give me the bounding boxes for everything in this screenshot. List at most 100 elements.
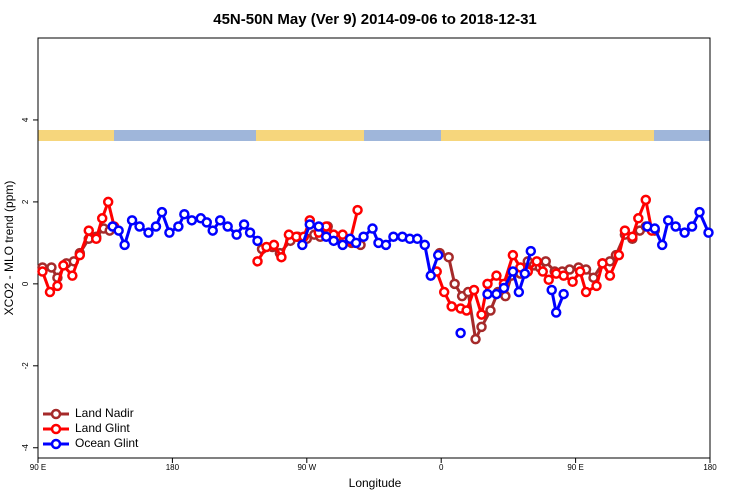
data-point	[500, 290, 511, 302]
data-point	[276, 251, 287, 263]
data-point	[470, 333, 481, 345]
data-point	[446, 301, 457, 312]
data-point	[67, 270, 78, 281]
data-point	[74, 249, 86, 261]
data-point	[207, 225, 218, 236]
data-point	[52, 280, 63, 292]
data-point	[567, 276, 578, 288]
data-point	[525, 245, 537, 257]
data-point	[337, 239, 348, 251]
data-point	[244, 227, 256, 238]
data-point	[546, 284, 557, 296]
data-point	[455, 327, 466, 339]
data-point	[476, 321, 487, 333]
data-point	[90, 233, 102, 245]
data-point	[580, 286, 592, 298]
legend-label: Land Glint	[75, 421, 130, 435]
data-point	[328, 235, 339, 247]
data-point	[186, 215, 198, 226]
x-axis-label: Longitude	[349, 476, 402, 490]
data-point	[238, 219, 250, 230]
y-tick-label: -4	[21, 444, 30, 452]
y-tick-label: 4	[21, 117, 30, 122]
data-point	[703, 227, 714, 238]
land-band	[256, 130, 364, 141]
data-point	[482, 288, 493, 300]
legend-marker	[50, 408, 62, 420]
data-point	[491, 288, 502, 300]
data-point	[604, 270, 616, 281]
land-ocean-band	[38, 130, 710, 141]
data-point	[482, 278, 493, 290]
data-point	[156, 206, 168, 218]
data-point	[438, 286, 450, 298]
data-point	[231, 229, 242, 240]
data-point	[574, 266, 586, 277]
ocean-band	[38, 130, 710, 141]
data-point	[96, 213, 108, 224]
legend-label: Land Nadir	[75, 406, 134, 420]
data-point	[432, 249, 444, 261]
data-point	[540, 256, 551, 267]
data-point	[531, 256, 543, 267]
y-axis-label: XCO2 - MLO trend (ppm)	[2, 181, 16, 316]
data-point	[491, 270, 502, 281]
data-point	[694, 206, 705, 218]
y-tick-label: 2	[21, 199, 30, 204]
x-tick-label: 0	[439, 463, 444, 472]
data-point	[558, 270, 569, 281]
data-point	[468, 284, 480, 296]
data-point	[352, 204, 363, 216]
land-band	[38, 130, 114, 141]
data-point	[388, 231, 399, 242]
data-point	[44, 286, 56, 298]
data-point	[313, 221, 324, 232]
data-point	[179, 208, 190, 220]
x-tick-label: 180	[166, 463, 180, 472]
data-point	[150, 221, 162, 232]
x-tick-label: 90 E	[30, 463, 46, 472]
data-point	[268, 239, 280, 251]
data-point	[320, 231, 332, 242]
data-point	[649, 223, 660, 234]
y-tick-label: -2	[21, 362, 30, 370]
data-point	[350, 237, 362, 249]
data-point	[613, 249, 625, 261]
data-point	[627, 231, 638, 242]
data-point	[507, 266, 519, 277]
data-point	[543, 274, 554, 286]
data-point	[550, 307, 562, 318]
data-point	[519, 268, 531, 279]
data-point	[222, 221, 233, 232]
data-point	[143, 227, 154, 238]
data-point	[102, 196, 114, 208]
data-point	[461, 305, 472, 316]
data-point	[380, 239, 392, 251]
chart-title: 45N-50N May (Ver 9) 2014-09-06 to 2018-1…	[213, 11, 537, 28]
legend-marker	[50, 423, 62, 435]
series-line	[111, 208, 710, 318]
data-point	[58, 260, 69, 271]
data-point	[619, 225, 631, 236]
data-point	[252, 235, 263, 247]
data-point	[412, 233, 423, 245]
data-point	[126, 215, 138, 226]
data-point	[633, 213, 644, 224]
data-point	[425, 270, 436, 281]
data-point	[558, 288, 569, 300]
data-point	[214, 215, 226, 226]
x-tick-label: 180	[703, 463, 717, 472]
data-point	[164, 227, 175, 238]
data-point	[37, 266, 48, 277]
plot-frame	[37, 37, 711, 459]
data-point	[419, 239, 431, 251]
data-point	[113, 225, 124, 236]
data-point	[564, 264, 575, 275]
legend-marker	[50, 438, 62, 450]
data-point	[537, 266, 548, 277]
data-point	[367, 223, 378, 234]
data-point	[670, 221, 681, 232]
x-tick-label: 90 E	[567, 463, 583, 472]
data-point	[513, 286, 525, 298]
data-point	[597, 258, 608, 269]
